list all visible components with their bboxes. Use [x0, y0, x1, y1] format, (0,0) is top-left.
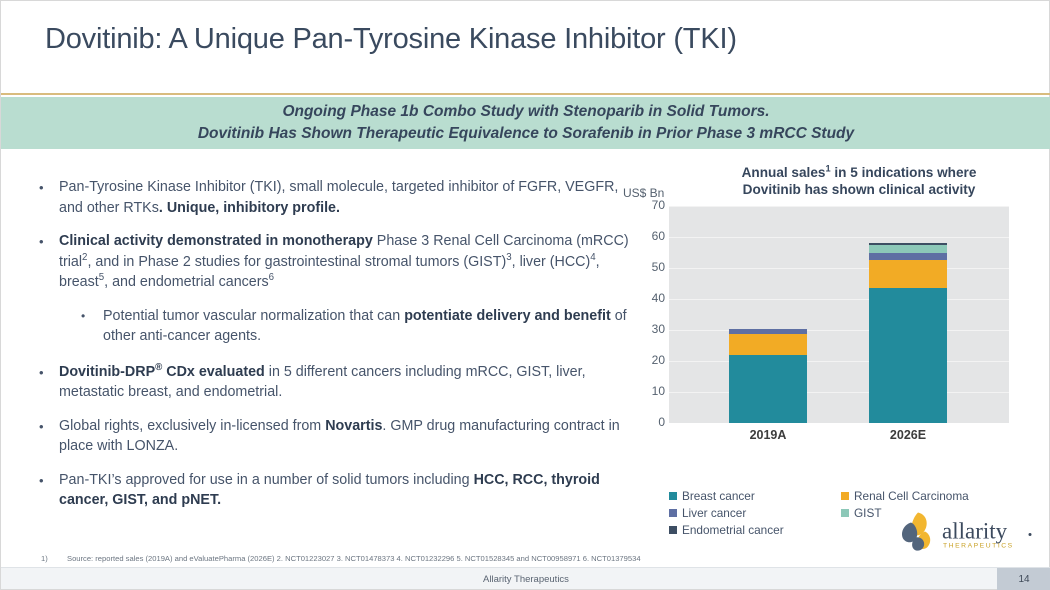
logo-tagline-text: THERAPEUTICS	[943, 543, 1014, 550]
legend-swatch	[669, 492, 677, 500]
chart-bar	[869, 243, 947, 423]
y-axis-unit-label: US$ Bn	[623, 186, 665, 200]
y-axis-tick-label: 60	[651, 229, 665, 243]
chart-bar	[729, 328, 807, 423]
plot-background: 70 60 50 40 30 20 10 0	[652, 198, 1009, 429]
chart-bar-segment	[869, 245, 947, 253]
x-axis-tick-label: 2026E	[889, 428, 927, 442]
bullet-marker-icon: •	[39, 418, 44, 434]
sub-bullet-item: • Potential tumor vascular normalization …	[81, 306, 639, 347]
footer-company-name: Allarity Therapeutics	[483, 573, 569, 585]
bullet-marker-icon: •	[39, 180, 44, 195]
chart-title-superscript: 1	[825, 163, 831, 174]
chart-title-line2: Dovitinib has shown clinical activity	[742, 181, 976, 197]
chart-legend: Breast cancer Renal Cell Carcinoma Liver c…	[669, 489, 999, 537]
bullet-text: Dovitinib-DRP® CDx evaluated in 5 differ…	[59, 361, 586, 400]
footnote-number: 1)	[41, 554, 48, 563]
legend-swatch	[841, 492, 849, 500]
page-title: Dovitinib: A Unique Pan-Tyrosine Kinase …	[45, 23, 737, 55]
bullet-text: Global rights, exclusively in-licensed f…	[59, 417, 620, 455]
chart-title-part1: Annual sales	[741, 165, 826, 180]
chart-plot-area: 70 60 50 40 30 20 10 0 2019A 2026E	[652, 198, 1009, 442]
chart-bar-segment	[729, 329, 807, 335]
y-axis-tick-label: 70	[651, 198, 665, 212]
chart-gridline	[669, 392, 1009, 393]
footnote-text: Source: reported sales (2019A) and eValu…	[67, 554, 641, 563]
bullet-item: • Pan-Tyrosine Kinase Inhibitor (TKI), sm…	[39, 177, 639, 218]
legend-swatch	[841, 509, 849, 517]
bullet-text: Pan-TKI’s approved for use in a number o…	[59, 471, 600, 509]
chart-bar-segment	[729, 328, 807, 330]
chart-bar-segment	[869, 260, 947, 289]
banner-line-1: Ongoing Phase 1b Combo Study with Stenop…	[282, 102, 770, 120]
footnote: 1) Source: reported sales (2019A) and eVa…	[41, 554, 841, 563]
legend-item: Renal Cell Carcinoma	[841, 489, 999, 503]
chart-gridline	[669, 206, 1009, 207]
chart-gridline	[669, 299, 1009, 300]
chart-gridline	[669, 330, 1009, 331]
legend-swatch	[669, 509, 677, 517]
chart-bar-segment	[869, 288, 947, 423]
y-axis-tick-label: 40	[651, 291, 665, 305]
bullet-text: Clinical activity demonstrated in monoth…	[59, 233, 629, 290]
title-divider-rule	[1, 93, 1050, 95]
allarity-logo: allarity THERAPEUTICS	[896, 509, 1036, 553]
logo-artwork: allarity THERAPEUTICS	[901, 512, 1032, 551]
page-number: 14	[997, 568, 1050, 590]
banner-line-2: Dovitinib Has Shown Therapeutic Equivale…	[197, 125, 855, 142]
logo-petal-slate-left	[901, 522, 918, 543]
bullet-text: Pan-Tyrosine Kinase Inhibitor (TKI), sma…	[59, 179, 619, 216]
legend-item: Endometrial cancer	[669, 523, 841, 537]
legend-swatch	[669, 526, 677, 534]
bullet-marker-icon: •	[39, 472, 44, 488]
legend-label: Breast cancer	[682, 489, 755, 503]
logo-wordmark-text: allarity	[942, 519, 1008, 544]
legend-label: GIST	[854, 506, 882, 520]
chart-title-part2: in 5 indications where	[830, 165, 977, 180]
chart-title: Annual sales1 in 5 indications where Dov…	[699, 163, 1019, 198]
legend-item: GIST	[841, 506, 999, 520]
chart-bar-segment	[869, 252, 947, 261]
chart-bar-segment	[869, 243, 947, 246]
bullet-item: • Global rights, exclusively in-licensed …	[39, 416, 639, 457]
chart-gridline	[669, 361, 1009, 362]
chart-bar-segment	[729, 354, 807, 423]
chart-gridline	[669, 268, 1009, 269]
legend-item: Breast cancer	[669, 489, 841, 503]
bullet-text: Potential tumor vascular normalization t…	[103, 307, 627, 345]
bullet-list: • Pan-Tyrosine Kinase Inhibitor (TKI), sm…	[39, 177, 639, 524]
bullet-item: • Clinical activity demonstrated in monot…	[39, 231, 639, 293]
chart-bar-segment	[729, 334, 807, 355]
highlight-banner: Ongoing Phase 1b Combo Study with Stenop…	[1, 97, 1050, 149]
bullet-item: • Pan-TKI’s approved for use in a number …	[39, 470, 639, 511]
legend-label: Endometrial cancer	[682, 523, 784, 537]
slide-footer: Allarity Therapeutics 14	[1, 567, 1050, 590]
logo-registered-dot	[1028, 533, 1032, 536]
bullet-item: • Dovitinib-DRP® CDx evaluated in 5 diffe…	[39, 362, 639, 403]
y-axis-tick-label: 10	[651, 384, 665, 398]
legend-item: Liver cancer	[669, 506, 841, 520]
y-axis-tick-label: 30	[651, 322, 665, 336]
x-axis-tick-label: 2019A	[749, 428, 787, 442]
y-axis-tick-label: 0	[658, 415, 665, 429]
bullet-marker-icon: •	[39, 234, 44, 249]
bullet-marker-icon: •	[81, 308, 86, 323]
legend-label: Liver cancer	[682, 506, 747, 520]
bullet-marker-icon: •	[39, 364, 44, 380]
logo-petal-slate-bottom	[912, 537, 925, 551]
y-axis-tick-label: 50	[651, 260, 665, 274]
chart-gridline	[669, 237, 1009, 238]
y-axis-tick-label: 20	[651, 353, 665, 367]
legend-label: Renal Cell Carcinoma	[854, 489, 969, 503]
